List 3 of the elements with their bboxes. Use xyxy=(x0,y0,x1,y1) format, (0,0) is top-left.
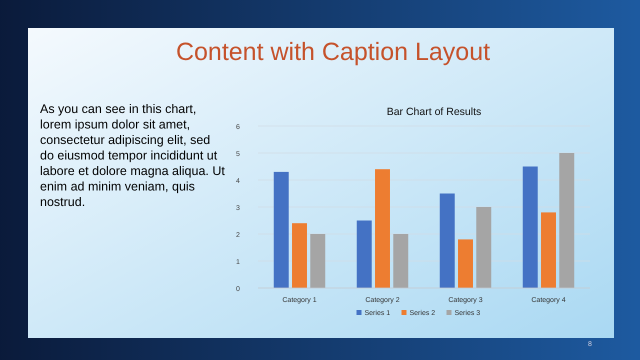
chart-subtitle: Bar Chart of Results xyxy=(386,106,482,118)
text: As you can see in this chart, lorem ipsum dolor sit amet, consectetur adipiscing elit, sed do eiusmod tempor incididunt ut labore et dolore magna aliqua. Ut enim ad minim veniam, quis nostrud. xyxy=(40,102,226,209)
chart-title: Content with Caption Layout xyxy=(176,38,490,66)
